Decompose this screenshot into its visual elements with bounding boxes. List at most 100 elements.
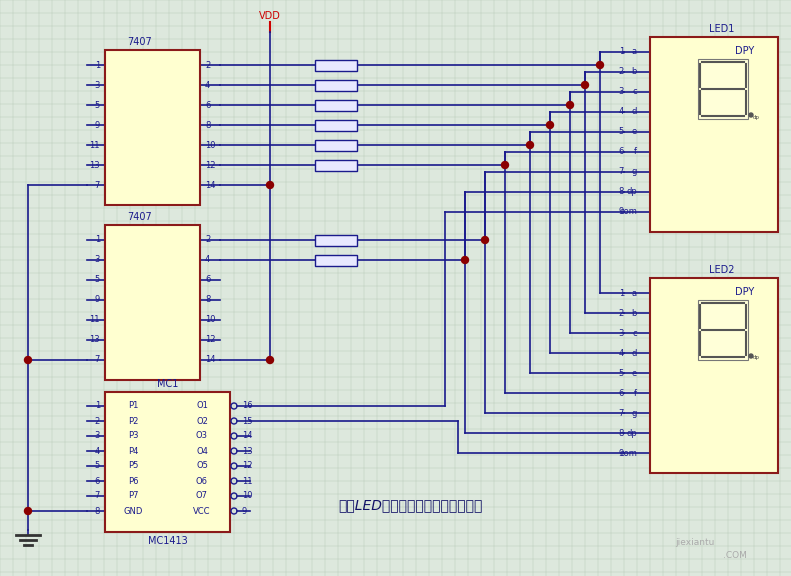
Text: 2: 2 [95,416,100,426]
Text: d: d [632,108,637,116]
Text: d: d [721,354,725,359]
Text: P2: P2 [128,416,138,426]
Text: DPY: DPY [736,46,755,56]
Text: 13: 13 [89,161,100,169]
Text: dp: dp [626,429,637,438]
Circle shape [749,113,753,117]
Text: 7: 7 [95,180,100,190]
Text: 2: 2 [205,236,210,244]
Text: VCC: VCC [193,506,210,516]
Text: 1: 1 [95,60,100,70]
Circle shape [25,357,32,363]
Circle shape [581,81,589,89]
Text: 14: 14 [205,355,215,365]
Bar [105,225,200,380]
Text: 11: 11 [89,316,100,324]
Circle shape [527,142,533,149]
Text: 7: 7 [619,408,624,418]
Text: P6: P6 [128,476,138,486]
Bar [650,278,778,473]
Text: g: g [632,168,637,176]
Text: 3: 3 [95,256,100,264]
Text: 12: 12 [242,461,252,471]
Text: g: g [721,86,725,92]
Text: 8: 8 [95,506,100,516]
Bar [698,59,748,119]
Text: e: e [700,101,703,107]
Text: O3: O3 [196,431,208,441]
Text: com: com [619,449,637,457]
Text: 10: 10 [205,141,215,150]
Text: 1: 1 [95,236,100,244]
Text: 9: 9 [95,120,100,130]
Text: P5: P5 [128,461,138,471]
Text: 6: 6 [619,147,624,157]
Text: 14: 14 [242,431,252,441]
Text: O1: O1 [196,401,208,411]
Text: e: e [632,127,637,137]
Circle shape [501,161,509,169]
Bar [650,37,778,232]
Text: 7: 7 [95,355,100,365]
Text: d: d [632,348,637,358]
Circle shape [25,507,32,514]
Text: c: c [743,101,746,107]
Text: 9: 9 [242,506,248,516]
Text: O4: O4 [196,446,208,456]
Text: e: e [700,343,703,347]
Bar [105,392,230,532]
Text: 2: 2 [619,309,624,317]
Bar [315,80,357,91]
Text: 6: 6 [205,275,210,285]
Text: c: c [632,328,637,338]
Text: 6: 6 [205,100,210,109]
Text: 16: 16 [242,401,252,411]
Text: 12: 12 [205,161,215,169]
Text: 6: 6 [619,388,624,397]
Circle shape [482,237,489,244]
Text: dp: dp [753,115,760,119]
Text: e: e [632,369,637,377]
Text: 9: 9 [95,295,100,305]
Text: jiexiantu: jiexiantu [676,538,715,547]
Text: 8: 8 [205,295,210,305]
Circle shape [566,101,573,108]
Text: MC1: MC1 [157,379,178,389]
Text: b: b [632,67,637,77]
Circle shape [267,181,274,188]
Text: O6: O6 [196,476,208,486]
Text: 并行LED数码管动态扫瞄显示电路图: 并行LED数码管动态扫瞄显示电路图 [338,498,483,512]
Text: 10: 10 [205,316,215,324]
Bar [315,140,357,151]
Text: f: f [634,388,637,397]
Text: 8: 8 [619,188,624,196]
Text: 14: 14 [205,180,215,190]
Text: 3: 3 [95,81,100,89]
Text: c: c [632,88,637,97]
Text: 1: 1 [95,401,100,411]
Text: 7: 7 [619,168,624,176]
Text: VDD: VDD [259,11,281,21]
Bar [105,50,200,205]
Text: 7407: 7407 [127,37,153,47]
Text: b: b [632,309,637,317]
Text: 11: 11 [242,476,252,486]
Text: dp: dp [753,355,760,361]
Text: P7: P7 [128,491,138,501]
Text: 13: 13 [242,446,252,456]
Text: LED2: LED2 [710,265,735,275]
Text: 9: 9 [619,449,624,457]
Text: f: f [700,313,702,317]
Text: dp: dp [626,188,637,196]
Text: 3: 3 [619,328,624,338]
Text: d: d [721,113,725,119]
Bar [315,60,357,71]
Text: 10: 10 [242,491,252,501]
Bar [315,120,357,131]
Text: 4: 4 [619,108,624,116]
Bar [315,160,357,171]
Text: 5: 5 [619,369,624,377]
Text: 8: 8 [205,120,210,130]
Text: a: a [721,59,725,65]
Bar [315,100,357,111]
